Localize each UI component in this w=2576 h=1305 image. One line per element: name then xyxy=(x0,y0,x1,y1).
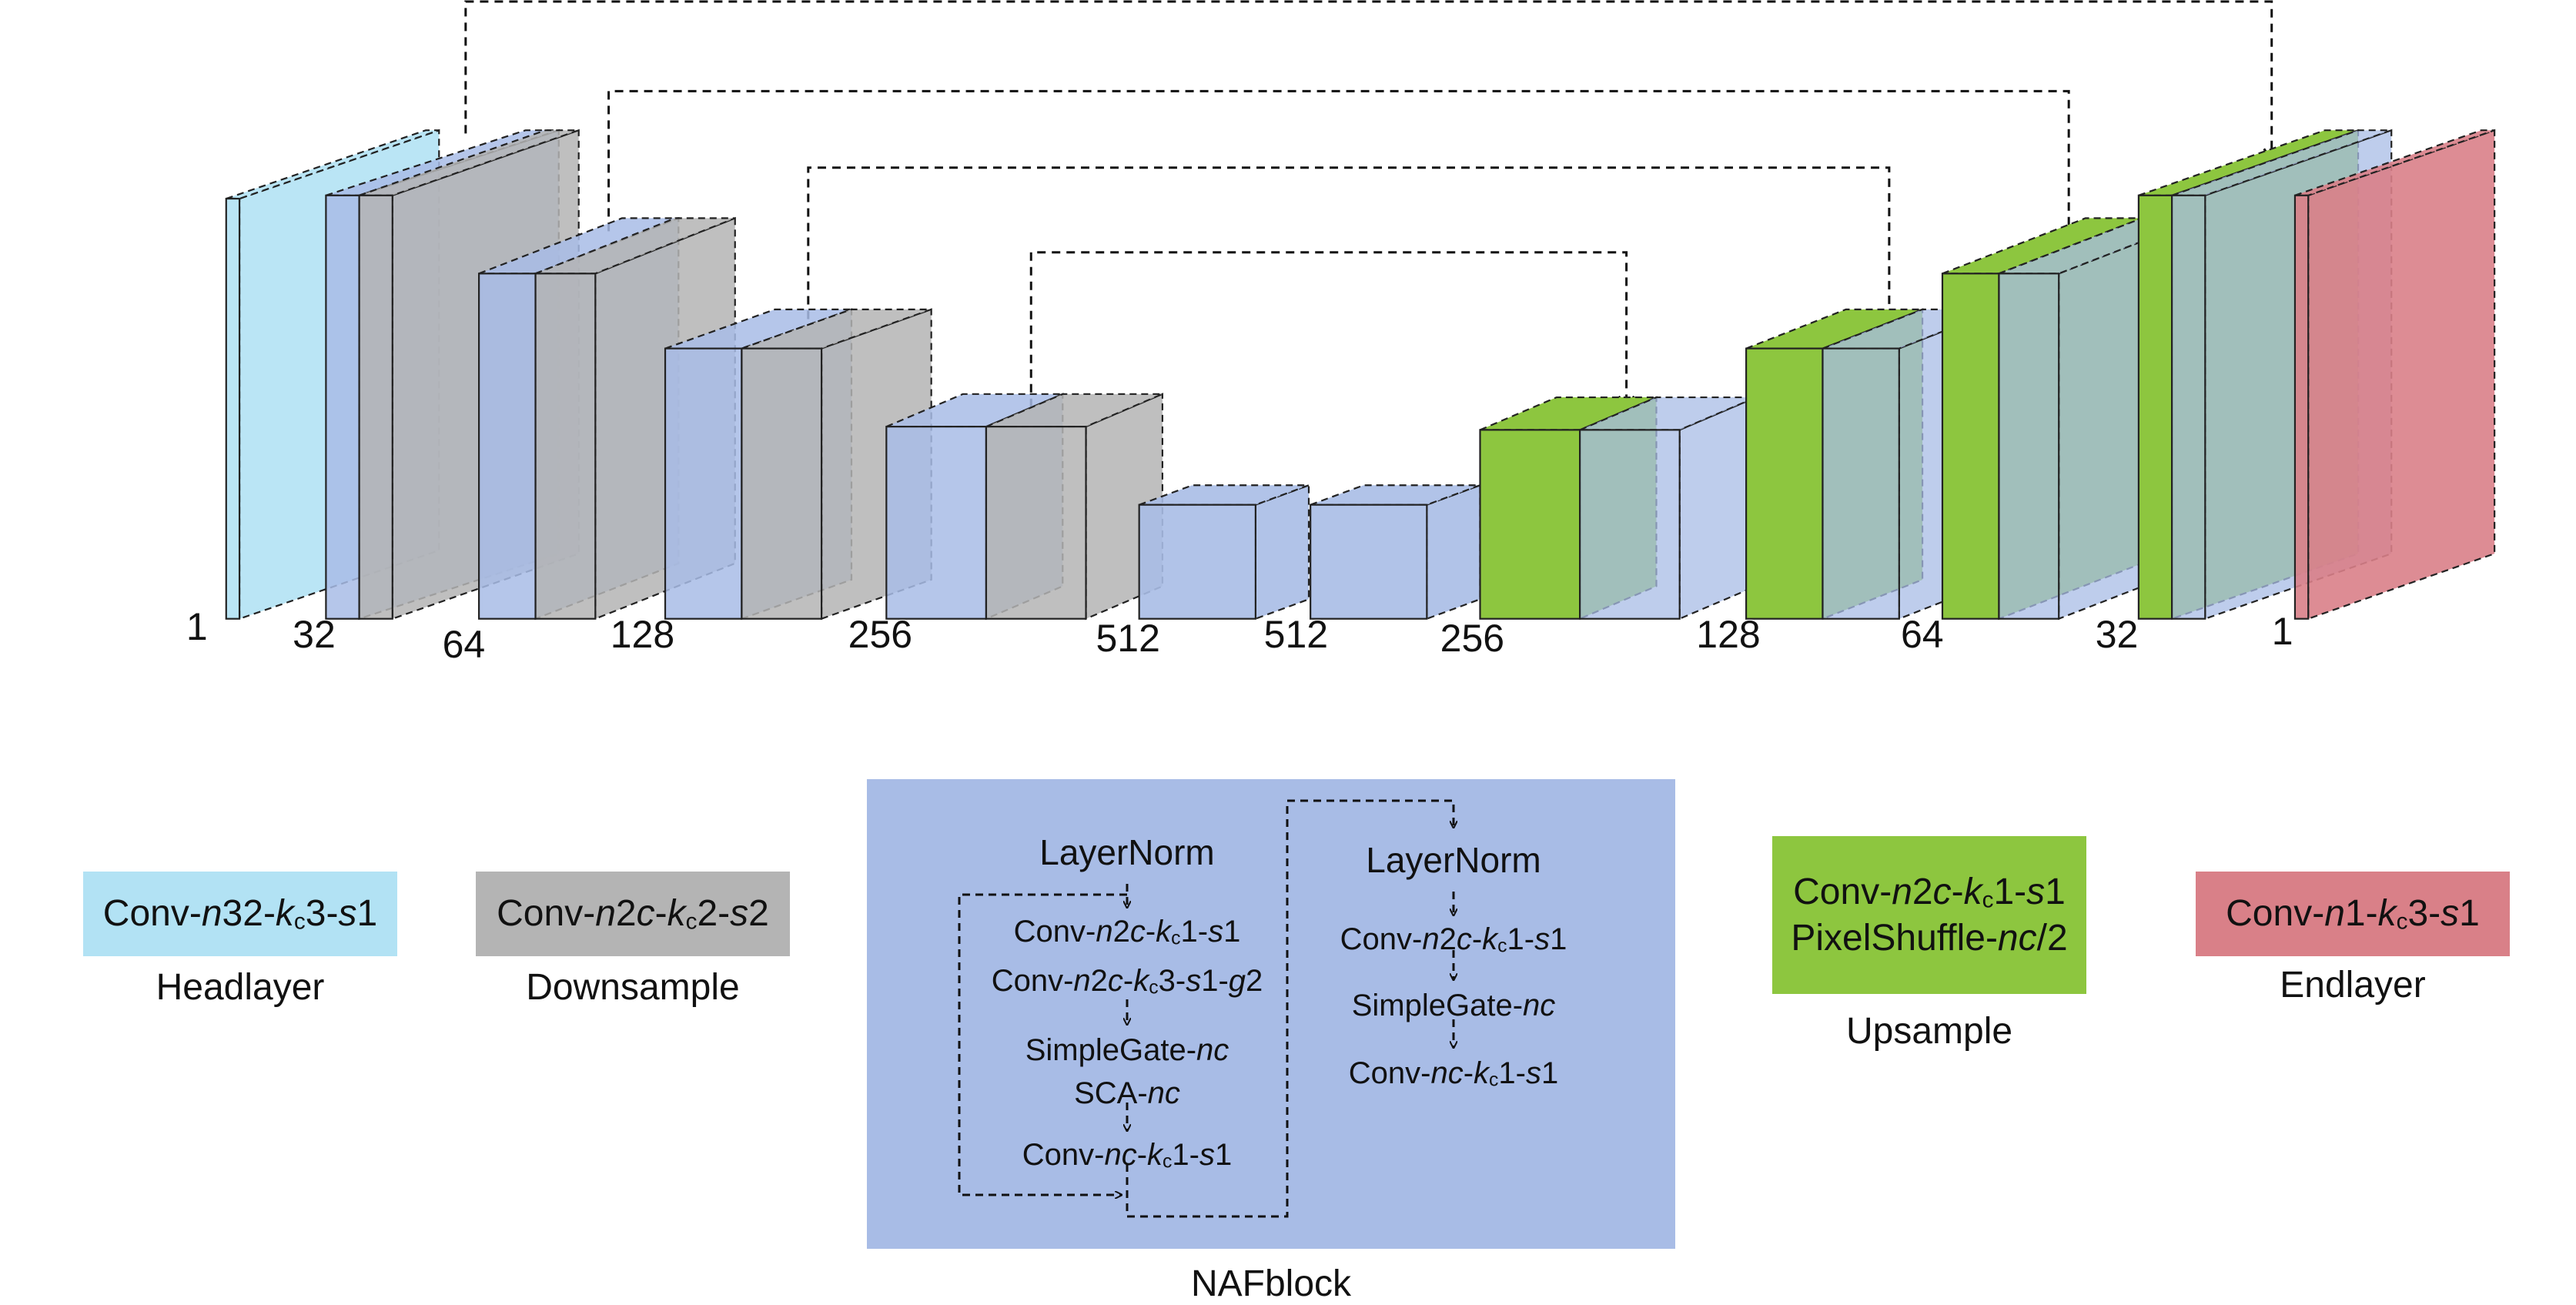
channel-label: 32 xyxy=(293,613,336,657)
naf-right-conv-out: Conv-nc-kc1-s1 xyxy=(1348,1056,1559,1091)
channel-label: 1 xyxy=(186,604,208,648)
decoder4-blue xyxy=(1578,396,1758,621)
skip-connection-2 xyxy=(607,89,2069,247)
legend-nafblock-caption: NAFblock xyxy=(1190,1263,1352,1304)
channel-label: 256 xyxy=(1440,616,1505,660)
naf-left-layernorm: LayerNorm xyxy=(1039,832,1215,872)
middle1 xyxy=(1138,484,1310,621)
channel-label: 64 xyxy=(442,623,486,667)
legend-downsample-op: Conv-n2c-kc2-s2 xyxy=(497,893,769,935)
naf-left-conv3: Conv-n2c-kc3-s1-g2 xyxy=(991,964,1263,999)
naf-left-simplegate: SimpleGate-nc xyxy=(1025,1033,1229,1067)
naf-left-conv1: Conv-n2c-kc1-s1 xyxy=(1013,915,1241,949)
naf-right-conv1: Conv-n2c-kc1-s1 xyxy=(1340,922,1567,957)
naf-left-sca: SCA-nc xyxy=(1074,1076,1180,1110)
legend-endlayer-caption: Endlayer xyxy=(2280,965,2426,1006)
channel-label: 512 xyxy=(1096,616,1160,660)
legend-upsample-box: Conv-n2c-kc1-s1 PixelShuffle-nc/2 xyxy=(1772,836,2086,994)
endlayer-slab xyxy=(2293,129,2496,621)
naf-left-conv-out: Conv-nc-kc1-s1 xyxy=(1022,1138,1233,1173)
naf-right-simplegate: SimpleGate-nc xyxy=(1351,989,1556,1022)
legend-headlayer-caption: Headlayer xyxy=(156,967,325,1008)
skip-connection-4 xyxy=(1029,251,1626,407)
skip-connection-3 xyxy=(807,166,1889,323)
channel-label: 64 xyxy=(1900,613,1944,657)
legend-downsample-box: Conv-n2c-kc2-s2 xyxy=(476,872,790,956)
nafblock-box: LayerNorm Conv-n2c-kc1-s1 Conv-n2c-kc3-s… xyxy=(867,779,1675,1249)
legend-upsample-op1: Conv-n2c-kc1-s1 xyxy=(1793,871,2066,912)
legend-downsample-caption: Downsample xyxy=(526,967,740,1008)
legend-headlayer-box: Conv-n32-kc3-s1 xyxy=(83,872,397,956)
skip-connections xyxy=(464,0,2272,407)
channel-label: 128 xyxy=(610,613,675,657)
middle2 xyxy=(1310,484,1481,621)
legend-endlayer-box: Conv-n1-kc3-s1 xyxy=(2196,872,2510,956)
legend-endlayer-op: Conv-n1-kc3-s1 xyxy=(2226,893,2480,935)
naf-right-layernorm: LayerNorm xyxy=(1366,840,1541,880)
channel-label: 128 xyxy=(1696,613,1761,657)
channel-label: 512 xyxy=(1263,613,1329,657)
channel-label: 32 xyxy=(2095,613,2139,657)
encoder4-gray xyxy=(985,393,1164,621)
legend-upsample-caption: Upsample xyxy=(1845,1011,2013,1052)
feature-blocks xyxy=(225,129,2496,621)
channel-label: 1 xyxy=(2271,610,2293,654)
skip-connection-1 xyxy=(464,0,2272,159)
nafblock-arrows xyxy=(958,799,1675,1218)
legend-headlayer-op: Conv-n32-kc3-s1 xyxy=(102,893,378,935)
legend-upsample-op2: PixelShuffle-nc/2 xyxy=(1791,917,2068,959)
channel-label: 256 xyxy=(848,613,913,657)
